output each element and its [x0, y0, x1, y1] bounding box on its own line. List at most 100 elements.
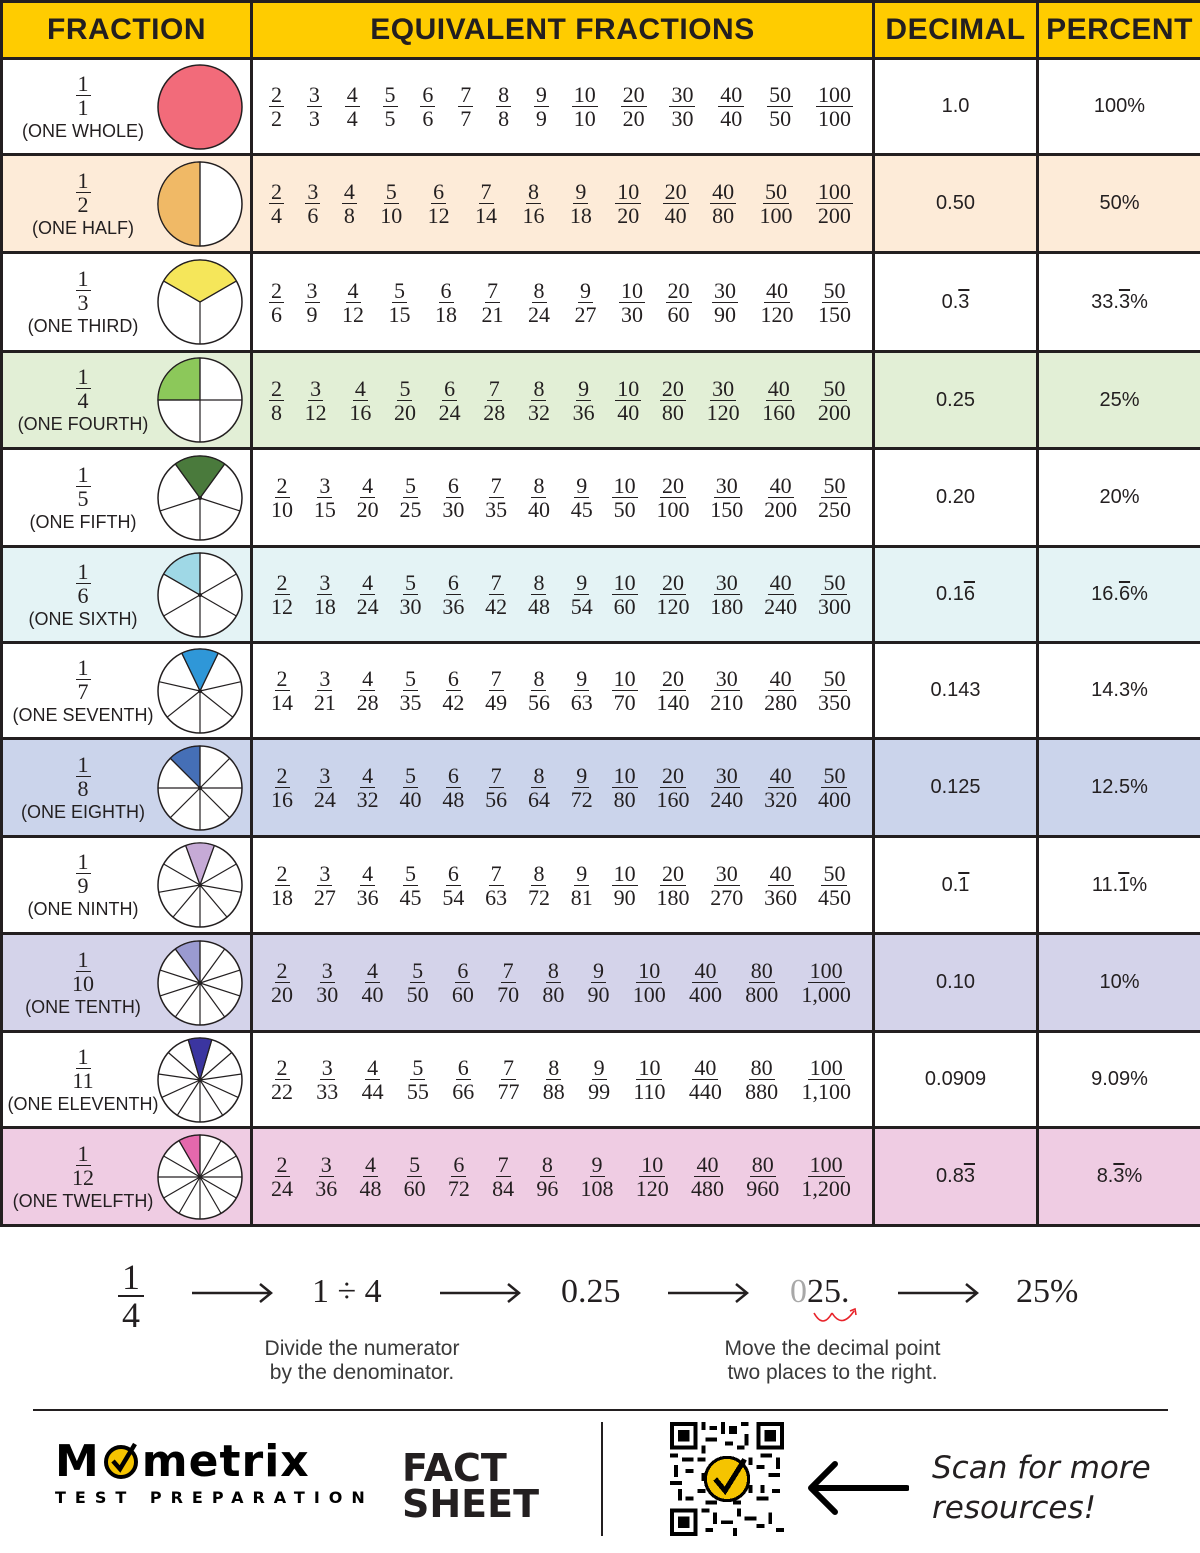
table-row: 1 10 (ONE TENTH) 2 20 3 30 4 40 5 50 6 60 7 70 8 80 9 90 10…	[0, 932, 1200, 1033]
equivalent-fraction: 9 36	[572, 375, 595, 425]
decimal-cell: 0.25	[872, 350, 1039, 450]
example-decimal: 0.25	[561, 1273, 621, 1310]
table-row: 1 2 (ONE HALF) 2 4 3 6 4 8 5 10 6 12 7 14 8 16 9 18 10 20 20 4…	[0, 153, 1200, 254]
equivalent-fraction: 8 48	[527, 570, 550, 619]
arrow-right-icon	[898, 1283, 979, 1303]
fraction-pie-icon	[157, 160, 243, 247]
equivalent-fraction: 5 10	[380, 179, 403, 228]
equivalent-fraction: 2 12	[271, 570, 293, 619]
header-decimal: DECIMAL	[872, 0, 1039, 60]
qr-code[interactable]	[670, 1422, 784, 1536]
fraction-cell: 1 7 (ONE SEVENTH)	[0, 641, 253, 740]
equivalent-fraction: 40 360	[764, 860, 798, 910]
example-fraction: 1 4	[118, 1259, 144, 1333]
fraction-cell: 1 9 (ONE NINTH)	[0, 835, 253, 935]
equivalent-fraction: 100 100	[815, 82, 853, 131]
equivalent-fraction: 3 36	[315, 1152, 338, 1201]
equivalent-fraction: 20 160	[656, 763, 690, 812]
equivalent-fraction: 30 120	[706, 375, 740, 425]
equivalent-fraction: 9 18	[569, 179, 592, 228]
equivalent-fraction: 100 1,000	[801, 958, 851, 1007]
equivalent-fraction: 30 30	[669, 82, 696, 131]
decimal-cell: 0.0909	[872, 1030, 1039, 1129]
equivalent-fraction: 8 40	[527, 473, 550, 522]
equivalent-fraction: 9 81	[570, 860, 593, 910]
equivalent-fraction: 40 320	[764, 763, 798, 812]
equivalent-fraction: 9 99	[588, 1055, 611, 1104]
fraction-cell: 1 2 (ONE HALF)	[0, 153, 253, 254]
percent-cell: 9.09%	[1036, 1030, 1200, 1129]
arrow-right-icon	[192, 1283, 273, 1303]
repeating-digit: 3	[1118, 290, 1131, 313]
equivalent-fraction: 7 56	[485, 763, 508, 812]
equivalent-fraction: 7 42	[485, 570, 508, 619]
equivalent-fractions-cell: 2 24 3 36 4 48 5 60 6 72 7 84 8 96 9 108 10 120 40 480 80 960…	[250, 1126, 875, 1227]
equivalent-fractions-cell: 2 8 3 12 4 16 5 20 6 24 7 28 8 32 9 36 10 40 20 80 30 120 40 16…	[250, 350, 875, 450]
equivalent-fraction: 5 50	[406, 958, 429, 1007]
equivalent-fraction: 40 240	[764, 570, 798, 619]
fact-sheet-label: FACT SHEET	[402, 1446, 540, 1526]
fraction-name: (ONE EIGHTH)	[21, 801, 145, 822]
decimal-cell: 0.143	[872, 641, 1039, 740]
equivalent-fraction: 5 55	[406, 1055, 429, 1104]
equivalent-fractions-cell: 2 20 3 30 4 40 5 50 6 60 7 70 8 80 9 90 10 100 40 400 80 800 1…	[250, 932, 875, 1033]
repeating-digit: 1	[958, 873, 970, 896]
decimal-cell: 1.0	[872, 57, 1039, 156]
equivalent-fraction: 3 21	[313, 666, 336, 715]
equivalent-fraction: 20 60	[665, 277, 692, 327]
fraction-name: (ONE WHOLE)	[21, 120, 144, 141]
footer-divider	[33, 1409, 1168, 1411]
equivalent-fraction: 50 250	[817, 473, 851, 522]
fraction-name: (ONE FIFTH)	[29, 511, 137, 532]
unit-fraction: 1 10	[72, 946, 94, 996]
equivalent-fraction: 7 70	[497, 958, 520, 1007]
fraction-name: (ONE ELEVENTH)	[7, 1093, 159, 1114]
percent-cell: 16.6%	[1036, 545, 1200, 644]
equivalent-fraction: 4 40	[361, 958, 384, 1007]
equivalent-fractions-cell: 2 2 3 3 4 4 5 5 6 6 7 7 8 8 9 9 10 10 20 20 30 30 40 40 50 50 100 1…	[250, 57, 875, 156]
equivalent-fraction: 7 14	[475, 179, 498, 228]
move-decimal-note: Move the decimal point two places to the…	[724, 1337, 941, 1384]
equivalent-fraction: 6 66	[452, 1055, 475, 1104]
equivalent-fraction: 6 36	[442, 570, 465, 619]
equivalent-fraction: 7 28	[483, 375, 506, 425]
arrow-right-icon	[668, 1283, 749, 1303]
equivalent-fraction: 2 22	[271, 1055, 293, 1104]
equivalent-fraction: 2 18	[271, 860, 293, 910]
equivalent-fraction: 8 24	[528, 277, 550, 327]
equivalent-fraction: 40 120	[760, 277, 794, 327]
fraction-cell: 1 8 (ONE EIGHTH)	[0, 737, 253, 838]
table-row: 1 1 (ONE WHOLE) 2 2 3 3 4 4 5 5 6 6 7 7 8 8 9 9 10 10 20 20 30 3…	[0, 57, 1200, 156]
equivalent-fraction: 10 120	[635, 1152, 669, 1201]
equivalent-fraction: 6 60	[451, 958, 474, 1007]
equivalent-fraction: 3 24	[313, 763, 336, 812]
header-percent: PERCENT	[1036, 0, 1200, 60]
equivalent-fraction: 40 440	[688, 1055, 722, 1104]
fraction-cell: 1 6 (ONE SIXTH)	[0, 545, 253, 644]
equivalent-fraction: 3 27	[313, 860, 336, 910]
equivalent-fraction: 2 10	[271, 473, 293, 522]
equivalent-fraction: 50 150	[818, 277, 851, 327]
fraction-name: (ONE THIRD)	[27, 316, 139, 336]
equivalent-fraction: 40 480	[690, 1152, 724, 1201]
repeating-digit: 3	[963, 1165, 975, 1187]
arrow-left-icon	[808, 1461, 909, 1515]
equivalent-fraction: 10 110	[633, 1055, 666, 1104]
conversion-example: 1 4 1 ÷ 4 0.25 025. 25% Divide the numer…	[0, 1255, 1200, 1395]
fraction-cell: 1 11 (ONE ELEVENTH)	[0, 1030, 253, 1129]
fraction-pie-icon	[157, 939, 243, 1026]
equivalent-fractions-cell: 2 16 3 24 4 32 5 40 6 48 7 56 8 64 9 72 10 80 20 160 30 240 40…	[250, 737, 875, 838]
brand-tagline: TEST PREPARATION	[55, 1488, 374, 1507]
table-row: 1 9 (ONE NINTH) 2 18 3 27 4 36 5 45 6 54 7 63 8 72 9 81 10 9…	[0, 835, 1200, 935]
fraction-cell: 1 1 (ONE WHOLE)	[0, 57, 253, 156]
equivalent-fraction: 10 90	[611, 860, 638, 910]
